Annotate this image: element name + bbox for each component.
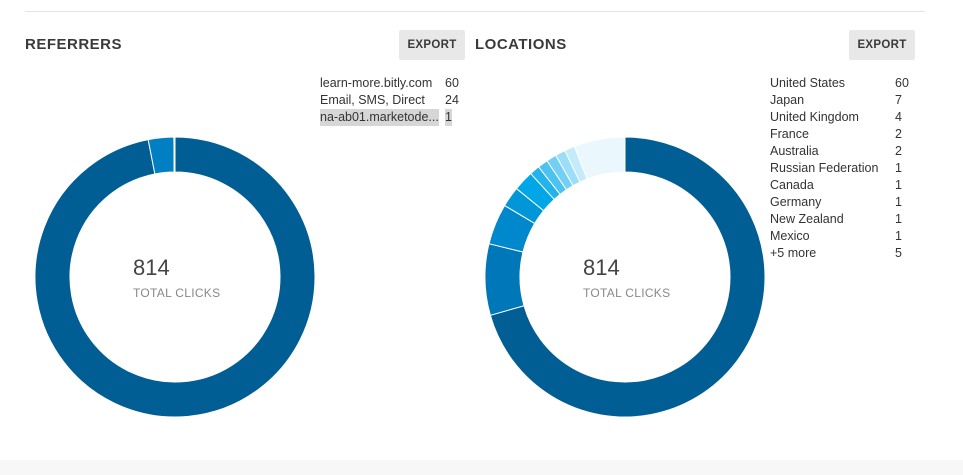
referrers-title: REFERRERS	[25, 36, 123, 53]
bottom-band	[0, 460, 963, 475]
legend-row[interactable]: Germany 1	[770, 194, 909, 211]
legend-row[interactable]: France 2	[770, 126, 909, 143]
legend-label: Canada	[770, 178, 814, 192]
legend-count: 2	[895, 144, 902, 158]
locations-total-label: TOTAL CLICKS	[583, 286, 671, 300]
legend-count: 24	[445, 93, 459, 107]
referrers-slice-0[interactable]	[34, 136, 316, 418]
legend-row-more[interactable]: +5 more 5	[770, 245, 909, 262]
legend-count: 1	[895, 178, 902, 192]
legend-count: 5	[895, 246, 902, 260]
legend-count: 1	[895, 212, 902, 226]
referrers-total-label: TOTAL CLICKS	[133, 286, 221, 300]
legend-row[interactable]: na-ab01.marketode... 1	[320, 109, 459, 126]
legend-row[interactable]: Canada 1	[770, 177, 909, 194]
legend-label: Mexico	[770, 229, 810, 243]
legend-count: 60	[445, 76, 459, 90]
legend-label: Email, SMS, Direct	[320, 93, 425, 107]
legend-row[interactable]: Mexico 1	[770, 228, 909, 245]
referrers-export-button[interactable]: EXPORT	[399, 30, 465, 60]
referrers-legend: learn-more.bitly.com 60 Email, SMS, Dire…	[320, 75, 459, 126]
legend-label: New Zealand	[770, 212, 844, 226]
legend-row[interactable]: United Kingdom 4	[770, 109, 909, 126]
legend-count: 7	[895, 93, 902, 107]
legend-label: na-ab01.marketode...	[320, 109, 439, 126]
legend-label: Russian Federation	[770, 161, 879, 175]
legend-row[interactable]: learn-more.bitly.com 60	[320, 75, 459, 92]
legend-label: France	[770, 127, 809, 141]
legend-count: 1	[445, 109, 452, 126]
legend-label: United Kingdom	[770, 110, 859, 124]
locations-total-clicks: 814	[583, 255, 620, 280]
legend-row[interactable]: New Zealand 1	[770, 211, 909, 228]
legend-count: 1	[895, 161, 902, 175]
legend-label: learn-more.bitly.com	[320, 76, 433, 90]
locations-donut-chart	[484, 136, 766, 418]
legend-row[interactable]: Email, SMS, Direct 24	[320, 92, 459, 109]
legend-row[interactable]: Russian Federation 1	[770, 160, 909, 177]
legend-label: Australia	[770, 144, 819, 158]
legend-label: +5 more	[770, 246, 817, 260]
legend-row[interactable]: United States 60	[770, 75, 909, 92]
locations-legend: United States 60 Japan 7 United Kingdom 4 F…	[770, 75, 909, 262]
legend-label: Germany	[770, 195, 822, 209]
top-divider	[25, 11, 925, 12]
legend-count: 60	[895, 76, 909, 90]
locations-slice-0[interactable]	[489, 136, 766, 418]
legend-count: 2	[895, 127, 902, 141]
legend-row[interactable]: Australia 2	[770, 143, 909, 160]
referrers-slice-2[interactable]	[173, 136, 176, 173]
referrers-total-clicks: 814	[133, 255, 170, 280]
legend-label: United States	[770, 76, 846, 90]
locations-title: LOCATIONS	[475, 36, 567, 53]
legend-count: 4	[895, 110, 902, 124]
referrers-donut-chart	[34, 136, 316, 418]
legend-count: 1	[895, 195, 902, 209]
locations-slice-1[interactable]	[484, 243, 525, 316]
legend-row[interactable]: Japan 7	[770, 92, 909, 109]
legend-label: Japan	[770, 93, 805, 107]
locations-slice-10[interactable]	[573, 136, 626, 180]
legend-count: 1	[895, 229, 902, 243]
locations-export-button[interactable]: EXPORT	[849, 30, 915, 60]
